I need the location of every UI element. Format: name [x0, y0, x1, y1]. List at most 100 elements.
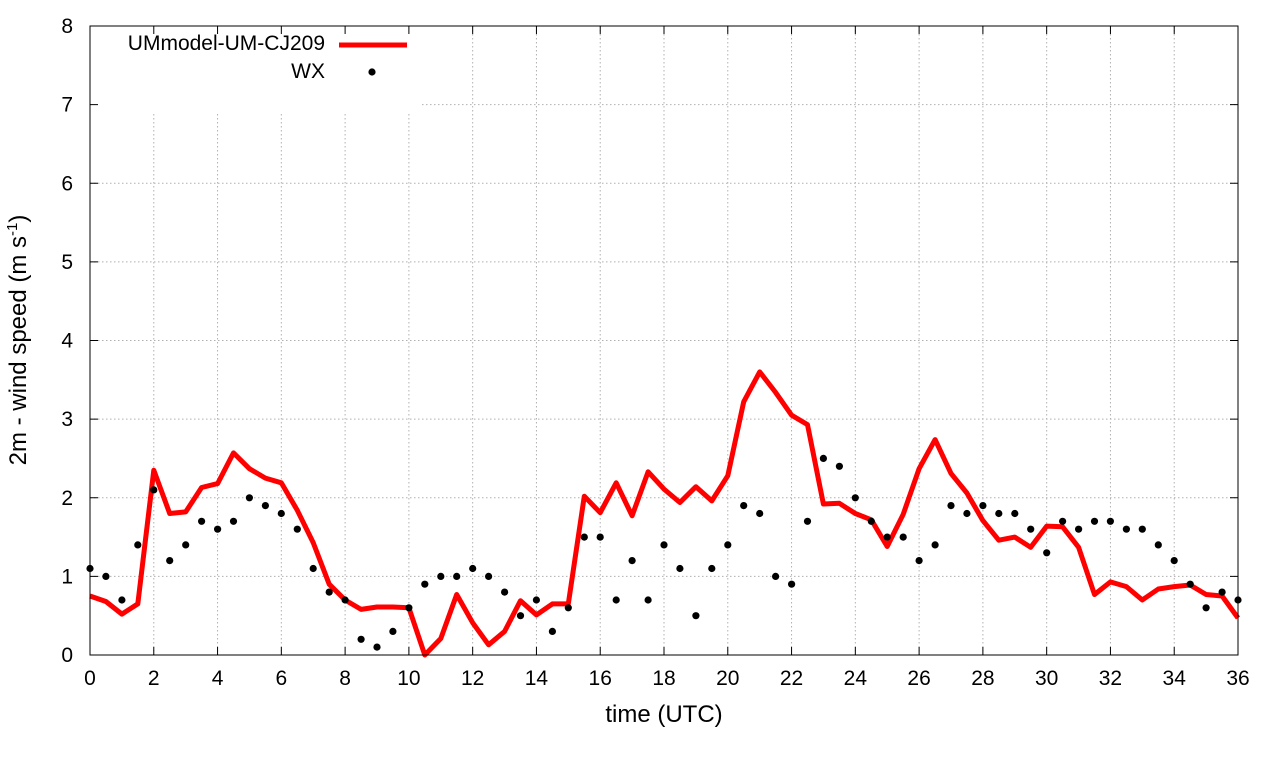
wx-observation-point: [1186, 580, 1194, 588]
wx-observation-point: [1106, 517, 1114, 525]
y-tick-label: 4: [61, 330, 73, 353]
x-tick-label: 26: [907, 667, 930, 690]
wx-observation-point: [166, 557, 174, 565]
x-tick-label: 14: [525, 667, 549, 690]
tick-marks: [89, 25, 1239, 656]
wx-observation-point: [564, 604, 572, 612]
wx-observation-point: [325, 588, 333, 596]
wx-observation-point: [803, 517, 812, 525]
wx-observation-point: [1043, 549, 1051, 557]
wx-observation-point: [835, 462, 844, 470]
x-tick-label: 28: [971, 667, 994, 690]
wx-observation-point: [245, 494, 253, 502]
y-tick-label: 7: [61, 94, 73, 117]
wx-observation-point: [1202, 604, 1210, 612]
y-tick-label: 5: [61, 251, 73, 274]
wx-observation-point: [405, 604, 413, 612]
wx-observation-point: [819, 454, 828, 462]
legend: UMmodel-UM-CJ209 WX: [128, 32, 407, 83]
x-axis-label: time (UTC): [605, 701, 722, 728]
wx-observation-point: [851, 494, 859, 502]
wx-observation-point: [724, 541, 732, 549]
wx-observation-point: [756, 509, 764, 518]
wx-observation-point: [1090, 517, 1099, 525]
wx-observation-point: [676, 564, 684, 573]
wx-observation-point: [485, 572, 493, 581]
x-tick-label: 4: [212, 667, 224, 690]
y-tick-label: 8: [61, 15, 73, 38]
x-tick-label: 34: [1163, 667, 1187, 690]
wx-observation-point: [660, 541, 668, 549]
x-tick-label: 24: [844, 667, 868, 690]
wx-observation-point: [580, 533, 588, 541]
y-tick-label: 1: [61, 565, 73, 588]
wx-observation-point: [357, 635, 365, 643]
x-tick-label: 12: [461, 667, 484, 690]
wx-observation-point: [516, 612, 525, 620]
wx-observation-point: [947, 502, 955, 510]
wx-observation-point: [214, 525, 222, 533]
x-tick-label: 0: [84, 667, 96, 690]
wx-observation-point: [102, 572, 110, 581]
wx-observation-point: [182, 541, 190, 549]
x-tick-label: 6: [275, 667, 287, 690]
x-tick-label: 10: [397, 667, 420, 690]
x-tick-label: 30: [1035, 667, 1058, 690]
wx-observation-point: [469, 564, 477, 573]
wx-observation-point: [1154, 541, 1162, 549]
y-tick-label: 3: [61, 408, 73, 431]
wx-observation-point: [788, 580, 796, 588]
wx-observation-point: [867, 517, 875, 525]
x-tick-label: 2: [148, 667, 160, 690]
model-series-group: [89, 369, 1241, 658]
y-tick-label: 6: [61, 172, 73, 195]
wx-observation-point: [532, 596, 541, 604]
y-tick-labels: 0 1 2 3 4 5 6 7 8: [61, 15, 73, 667]
wx-observation-point: [1075, 525, 1083, 533]
wx-observation-point: [1218, 588, 1226, 596]
wx-observation-point: [421, 580, 429, 588]
wx-observation-point: [1027, 525, 1035, 533]
wx-observation-point: [309, 564, 317, 573]
wx-observation-point: [341, 596, 349, 604]
wx-observation-point: [772, 572, 780, 581]
wx-observation-point: [628, 557, 636, 565]
y-tick-label: 2: [61, 487, 73, 510]
wx-observation-point: [740, 502, 748, 510]
wx-observation-point: [453, 572, 461, 581]
wx-observation-point: [1170, 557, 1178, 565]
wx-observation-point: [1138, 525, 1146, 533]
wx-observation-point: [134, 541, 142, 549]
y-axis-label-main: 2m - wind speed (m s: [5, 236, 32, 465]
x-tick-label: 36: [1226, 667, 1249, 690]
legend-swatch-wx: [368, 68, 376, 76]
wx-observation-point: [979, 502, 987, 510]
legend-background: [91, 26, 421, 112]
wx-observation-point: [1011, 509, 1019, 518]
wx-observation-point: [277, 509, 285, 518]
wx-observation-point: [501, 588, 509, 596]
legend-label-model: UMmodel-UM-CJ209: [128, 32, 325, 55]
x-tick-label: 8: [339, 667, 351, 690]
wx-observation-point: [150, 486, 158, 494]
wx-observation-point: [198, 517, 206, 525]
x-tick-label: 20: [716, 667, 739, 690]
x-tick-labels: 0 2 4 6 8 10 12 14 16 18 20 22 24 26 28 30 32 34 36: [84, 667, 1250, 690]
model-series-line: [89, 369, 1241, 658]
wx-observation-point: [118, 596, 126, 604]
x-tick-label: 16: [589, 667, 612, 690]
wx-observation-point: [229, 517, 238, 525]
wx-observation-point: [708, 564, 716, 573]
wx-observation-point: [612, 596, 620, 604]
wx-observation-point: [437, 572, 445, 581]
wx-observation-point: [995, 509, 1003, 518]
legend-label-wx: WX: [291, 60, 325, 83]
wx-observation-point: [883, 533, 891, 541]
wx-observation-point: [261, 502, 269, 510]
wx-observation-point: [931, 541, 939, 549]
wx-observation-point: [644, 596, 652, 604]
wx-observation-point: [548, 627, 557, 636]
wx-observation-point: [1059, 517, 1067, 525]
